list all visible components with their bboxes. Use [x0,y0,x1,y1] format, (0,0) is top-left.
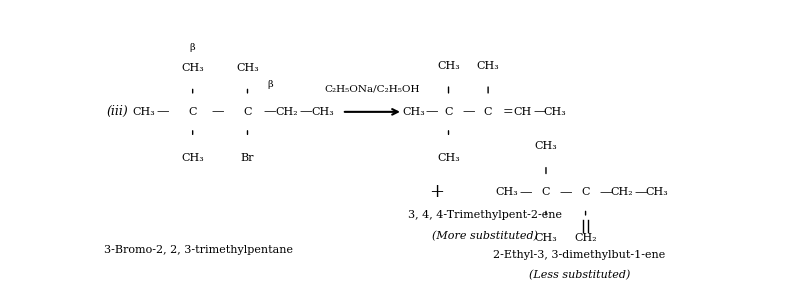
Text: —: — [263,105,276,118]
Text: —: — [462,105,475,118]
Text: β: β [268,80,274,89]
Text: CH₃: CH₃ [437,61,460,71]
Text: CH₂: CH₂ [611,187,634,197]
Text: C: C [484,107,492,117]
Text: 3-Bromo-2, 2, 3-trimethylpentane: 3-Bromo-2, 2, 3-trimethylpentane [105,245,293,255]
Text: =: = [502,105,513,118]
Text: CH₃: CH₃ [645,187,668,197]
Text: CH₃: CH₃ [495,187,518,197]
Text: —: — [426,105,439,118]
Text: CH₃: CH₃ [236,63,259,73]
Text: CH₃: CH₃ [544,107,567,117]
Text: —: — [533,105,545,118]
Text: —: — [299,105,312,118]
Text: 2-Ethyl-3, 3-dimethylbut-1-ene: 2-Ethyl-3, 3-dimethylbut-1-ene [494,250,666,260]
Text: CH₃: CH₃ [534,234,557,243]
Text: β: β [190,43,196,52]
Text: CH₃: CH₃ [182,153,204,163]
Text: C: C [444,107,453,117]
Text: +: + [429,183,444,202]
Text: CH₃: CH₃ [534,141,557,151]
Text: —: — [156,105,169,118]
Text: CH: CH [514,107,532,117]
Text: CH₃: CH₃ [311,107,334,117]
Text: —: — [211,105,224,118]
Text: CH₃: CH₃ [182,63,204,73]
Text: CH₃: CH₃ [133,107,156,117]
Text: (Less substituted): (Less substituted) [529,270,630,280]
Text: CH₂: CH₂ [276,107,299,117]
Text: C: C [243,107,252,117]
Text: CH₃: CH₃ [477,61,499,71]
Text: (iii): (iii) [106,105,128,118]
Text: —: — [520,186,532,199]
Text: 3, 4, 4-Trimethylpent-2-ene: 3, 4, 4-Trimethylpent-2-ene [408,210,562,220]
Text: C: C [542,187,550,197]
Text: C: C [582,187,590,197]
Text: —: — [634,186,647,199]
Text: —: — [600,186,612,199]
Text: (More substituted): (More substituted) [432,231,538,241]
Text: Br: Br [241,153,254,163]
Text: C: C [189,107,197,117]
Text: CH₂: CH₂ [575,234,597,243]
Text: CH₃: CH₃ [402,107,425,117]
Text: —: — [560,186,572,199]
Text: CH₃: CH₃ [437,153,460,163]
Text: C₂H₅ONa/C₂H₅OH: C₂H₅ONa/C₂H₅OH [325,84,421,93]
